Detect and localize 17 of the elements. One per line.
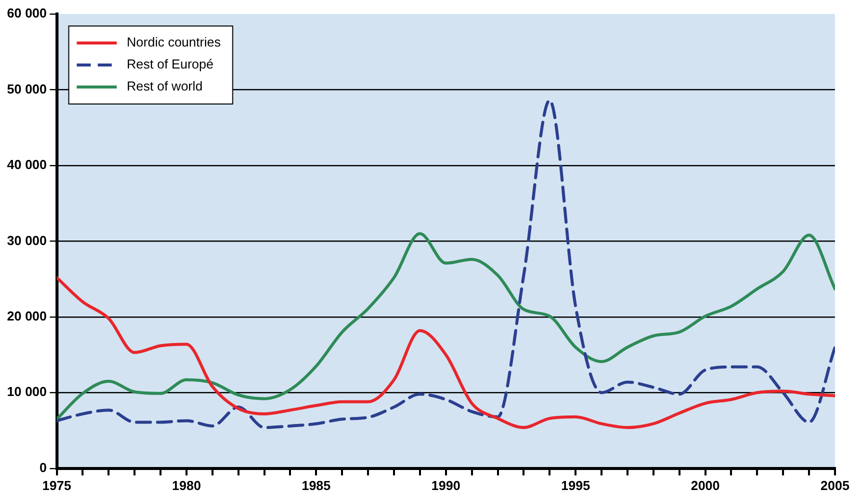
x-tick-label: 1990	[431, 478, 460, 493]
y-tick-label: 20 000	[6, 308, 47, 324]
x-tick-label: 1975	[42, 478, 72, 493]
legend-label: Rest of world	[126, 78, 203, 94]
x-tick-label: 1980	[172, 478, 201, 493]
y-tick-label: 30 000	[6, 232, 47, 248]
x-tick-label: 2000	[690, 478, 720, 493]
x-tick-label: 2005	[820, 478, 850, 493]
y-tick-label: 60 000	[6, 6, 47, 21]
legend-label: Nordic countries	[126, 34, 222, 50]
x-tick-label: 1995	[561, 478, 590, 493]
y-tick-label: 50 000	[6, 81, 47, 96]
y-tick-label: 10 000	[6, 384, 47, 400]
legend-label: Rest of Europé	[126, 56, 214, 72]
y-tick-label: 40 000	[6, 157, 47, 172]
x-tick-label: 1985	[302, 478, 331, 493]
y-tick-label: 0	[40, 460, 47, 475]
